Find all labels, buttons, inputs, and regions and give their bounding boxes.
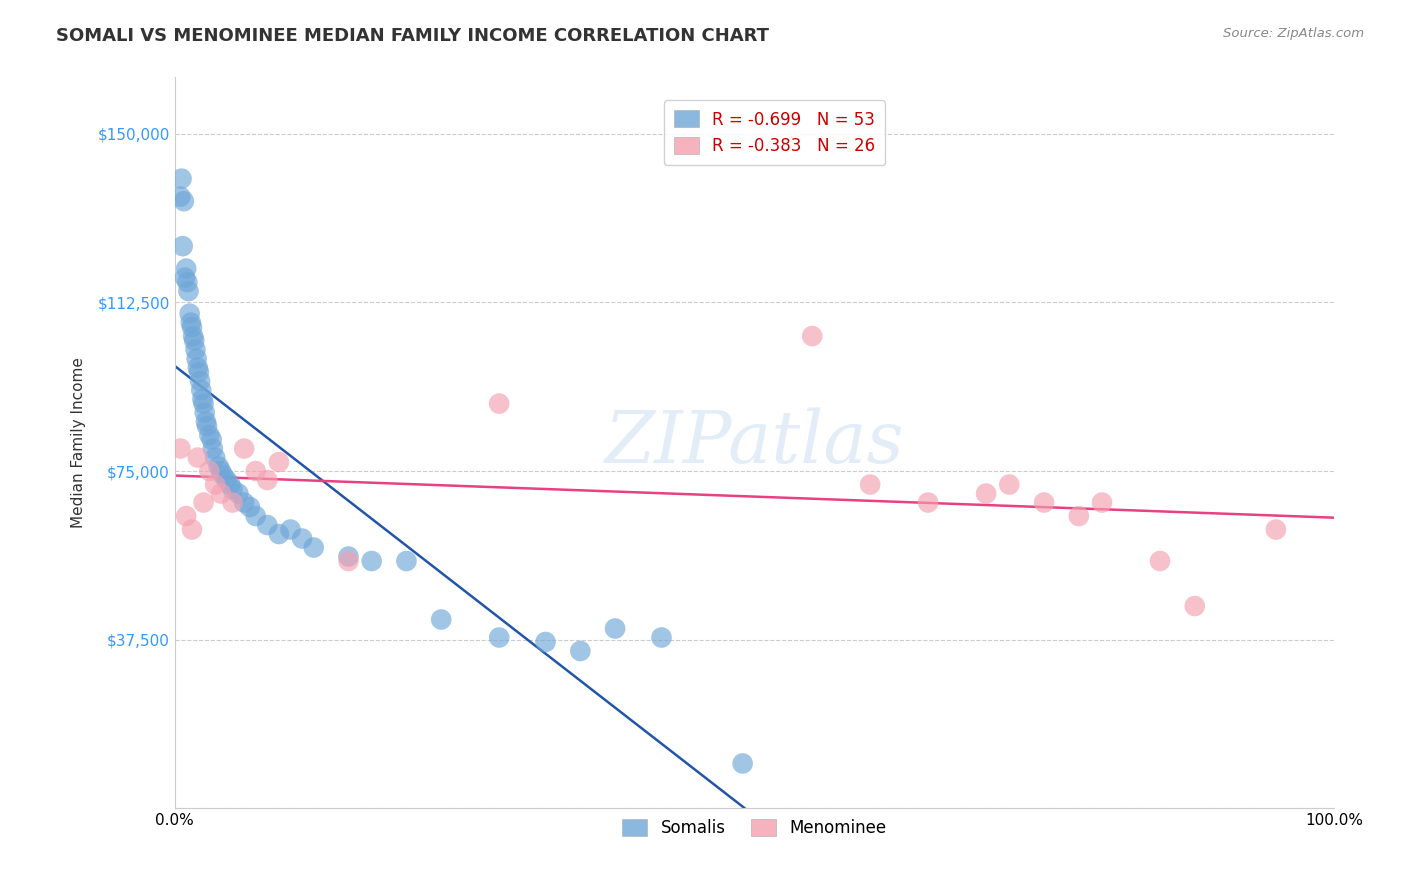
Point	[201, 433, 224, 447]
Point	[194, 406, 217, 420]
Point	[190, 383, 212, 397]
Point	[193, 495, 215, 509]
Point	[195, 419, 218, 434]
Point	[239, 500, 262, 514]
Point	[233, 495, 256, 509]
Point	[1264, 523, 1286, 537]
Point	[209, 464, 232, 478]
Point	[801, 329, 824, 343]
Point	[183, 334, 205, 348]
Text: ZIPatlas: ZIPatlas	[605, 408, 904, 478]
Point	[395, 554, 418, 568]
Point	[228, 486, 250, 500]
Point	[859, 477, 882, 491]
Point	[337, 554, 360, 568]
Point	[193, 396, 215, 410]
Point	[173, 194, 195, 209]
Point	[534, 635, 557, 649]
Point	[172, 239, 194, 253]
Point	[174, 261, 197, 276]
Point	[209, 486, 232, 500]
Point	[974, 486, 997, 500]
Point	[191, 392, 214, 406]
Point	[181, 523, 204, 537]
Point	[176, 275, 198, 289]
Point	[256, 518, 278, 533]
Point	[360, 554, 382, 568]
Point	[221, 482, 243, 496]
Point	[198, 464, 221, 478]
Point	[215, 473, 238, 487]
Point	[245, 509, 267, 524]
Point	[219, 477, 242, 491]
Point	[1149, 554, 1171, 568]
Point	[187, 365, 209, 379]
Point	[179, 307, 201, 321]
Point	[186, 351, 208, 366]
Point	[194, 415, 217, 429]
Point	[169, 189, 191, 203]
Point	[280, 523, 302, 537]
Point	[1184, 599, 1206, 613]
Point	[245, 464, 267, 478]
Point	[569, 644, 592, 658]
Point	[603, 622, 626, 636]
Point	[187, 360, 209, 375]
Point	[169, 442, 191, 456]
Point	[488, 631, 510, 645]
Point	[731, 756, 754, 771]
Point	[174, 270, 197, 285]
Point	[488, 396, 510, 410]
Point	[1091, 495, 1114, 509]
Point	[917, 495, 939, 509]
Point	[181, 329, 204, 343]
Point	[221, 495, 243, 509]
Point	[187, 450, 209, 465]
Point	[177, 284, 200, 298]
Point	[170, 171, 193, 186]
Point	[430, 613, 453, 627]
Point	[337, 549, 360, 564]
Point	[184, 343, 207, 357]
Point	[201, 442, 224, 456]
Text: Source: ZipAtlas.com: Source: ZipAtlas.com	[1223, 27, 1364, 40]
Point	[998, 477, 1021, 491]
Point	[174, 509, 197, 524]
Point	[256, 473, 278, 487]
Point	[208, 459, 231, 474]
Y-axis label: Median Family Income: Median Family Income	[72, 358, 86, 528]
Point	[650, 631, 672, 645]
Text: SOMALI VS MENOMINEE MEDIAN FAMILY INCOME CORRELATION CHART: SOMALI VS MENOMINEE MEDIAN FAMILY INCOME…	[56, 27, 769, 45]
Point	[1033, 495, 1056, 509]
Point	[204, 450, 226, 465]
Point	[204, 477, 226, 491]
Point	[1067, 509, 1090, 524]
Point	[267, 455, 290, 469]
Point	[291, 532, 314, 546]
Point	[233, 442, 256, 456]
Legend: Somalis, Menominee: Somalis, Menominee	[616, 813, 893, 844]
Point	[180, 316, 202, 330]
Point	[267, 527, 290, 541]
Point	[188, 374, 211, 388]
Point	[198, 428, 221, 442]
Point	[302, 541, 325, 555]
Point	[181, 320, 204, 334]
Point	[212, 468, 235, 483]
